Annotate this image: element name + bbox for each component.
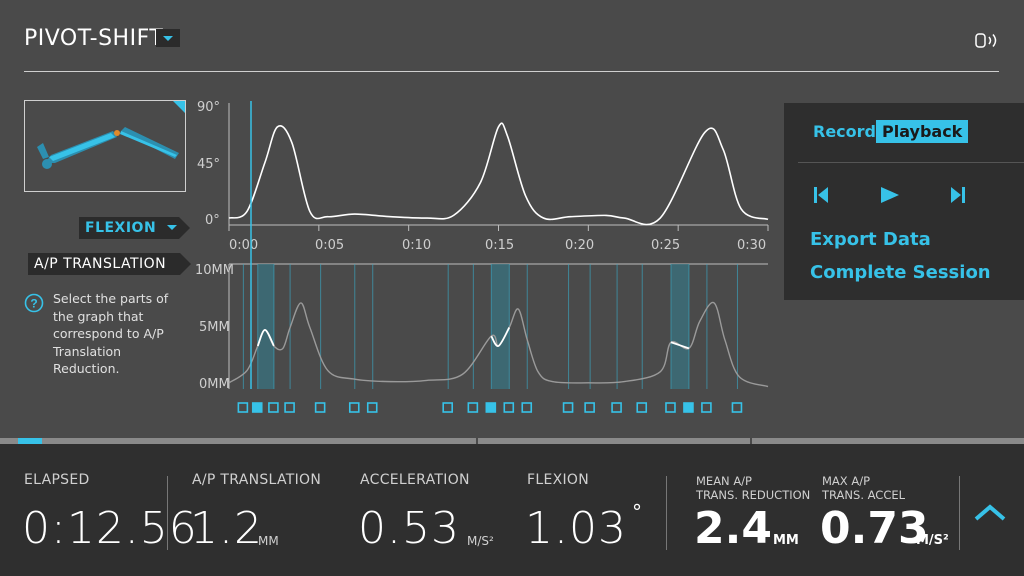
acceleration-label: ACCELERATION [360, 472, 470, 488]
panel-divider [798, 162, 1024, 163]
ap-selection-marker [611, 402, 622, 413]
ap-selection-marker [268, 402, 279, 413]
ap-selection-marker [467, 402, 479, 413]
flexion-value: 1.03 [525, 503, 627, 554]
ap-selection-marker [584, 402, 595, 413]
flexion-x-tick: 0:15 [485, 238, 515, 253]
ap-selected-segment [256, 329, 275, 347]
stats-bar [0, 444, 1024, 576]
ap-selection-marker [701, 402, 712, 413]
stats-divider [666, 476, 667, 550]
ap-selection-marker [251, 402, 263, 413]
ap-selection-marker [442, 402, 453, 413]
ap-translation-value: 1.2 [190, 503, 263, 554]
svg-text:?: ? [30, 297, 37, 311]
ap-selection-marker [366, 402, 378, 413]
record-tab[interactable]: Record [813, 122, 876, 141]
flexion-x-tick: 0:25 [651, 238, 681, 253]
flexion-y-tick: 45° [197, 157, 221, 172]
caret-down-icon [163, 36, 173, 41]
charts-canvas[interactable] [0, 0, 1024, 440]
knee-model-thumbnail[interactable] [24, 100, 186, 192]
max-ap-unit: M/S² [916, 533, 949, 548]
timeline-segment-gap [750, 438, 752, 444]
acceleration-value: 0.53 [358, 503, 460, 554]
ap-selection-marker [348, 402, 360, 413]
flexion-x-tick: 0:30 [737, 238, 767, 253]
flexion-tag-label: FLEXION [85, 220, 157, 236]
ap-highlight-region [257, 264, 274, 389]
ap-selection-marker [503, 402, 515, 413]
elapsed-label: ELAPSED [24, 472, 90, 488]
stats-divider [167, 476, 168, 550]
ap-selection-marker [237, 402, 249, 413]
ap-selected-segment [670, 341, 690, 350]
complete-session-link[interactable]: Complete Session [810, 262, 991, 283]
ap-selection-marker [521, 402, 533, 413]
help-icon[interactable]: ? [24, 293, 44, 317]
flexion-y-tick: 0° [205, 213, 220, 228]
flexion-series-line [228, 122, 769, 226]
mean-ap-value: 2.4 [694, 503, 772, 554]
ap-highlight-region [670, 264, 689, 389]
ap-selection-marker [485, 402, 497, 413]
title-dropdown-button[interactable] [156, 29, 180, 47]
caret-down-icon [166, 225, 177, 230]
skip-back-icon[interactable] [813, 186, 829, 208]
ap-highlight-region [491, 264, 510, 389]
flexion-label: FLEXION [527, 472, 590, 488]
help-text: Select the parts of the graph that corre… [53, 291, 169, 376]
ap-selection-marker [314, 402, 326, 413]
mean-ap-label-line2: TRANS. REDUCTION [696, 488, 811, 502]
ap-y-tick: 5MM [199, 320, 230, 335]
stats-divider [959, 476, 960, 550]
flexion-x-tick: 0:10 [402, 238, 432, 253]
max-ap-label-line2: TRANS. ACCEL [822, 488, 906, 502]
ap-translation-unit: MM [258, 534, 279, 548]
export-data-link[interactable]: Export Data [810, 229, 931, 250]
max-ap-label-line1: MAX A/P [822, 474, 870, 488]
ap-y-tick: 10MM [195, 263, 234, 278]
ap-y-tick: 0MM [199, 377, 230, 392]
ap-translation-label: A/P TRANSLATION [192, 472, 322, 488]
knee-model-image [37, 127, 179, 169]
elapsed-value: 0:12.56 [22, 503, 198, 554]
ap-selection-marker [665, 402, 676, 413]
flexion-y-tick: 90° [197, 100, 221, 115]
timeline-track[interactable] [0, 438, 1024, 444]
header-divider [24, 71, 999, 72]
max-ap-value: 0.73 [820, 503, 929, 554]
mean-ap-unit: MM [773, 533, 799, 548]
play-icon[interactable] [880, 186, 900, 208]
mean-ap-label-line1: MEAN A/P [696, 474, 752, 488]
chevron-up-icon[interactable] [974, 503, 1006, 527]
ap-selection-marker [562, 402, 574, 413]
flexion-x-tick: 0:20 [565, 238, 595, 253]
ap-translation-tag[interactable]: A/P TRANSLATION [28, 253, 191, 275]
playback-tab[interactable]: Playback [876, 120, 969, 143]
page-title: PIVOT-SHIFT [24, 26, 164, 51]
timeline-playhead[interactable] [18, 438, 42, 448]
ap-selection-marker [636, 402, 648, 413]
acceleration-unit: M/S² [467, 534, 494, 548]
flexion-x-tick: 0:05 [315, 238, 345, 253]
timeline-segment-gap [476, 438, 478, 444]
ap-selected-segment [490, 327, 511, 347]
ap-selection-marker [284, 402, 295, 413]
ap-selection-marker [731, 402, 743, 413]
flexion-unit: ° [632, 500, 642, 524]
skip-forward-icon[interactable] [950, 186, 966, 208]
sensor-signal-icon[interactable] [975, 31, 1001, 55]
ap-selection-marker [683, 402, 694, 413]
thumbnail-corner-marker [173, 101, 185, 113]
flexion-tag[interactable]: FLEXION [79, 217, 190, 239]
